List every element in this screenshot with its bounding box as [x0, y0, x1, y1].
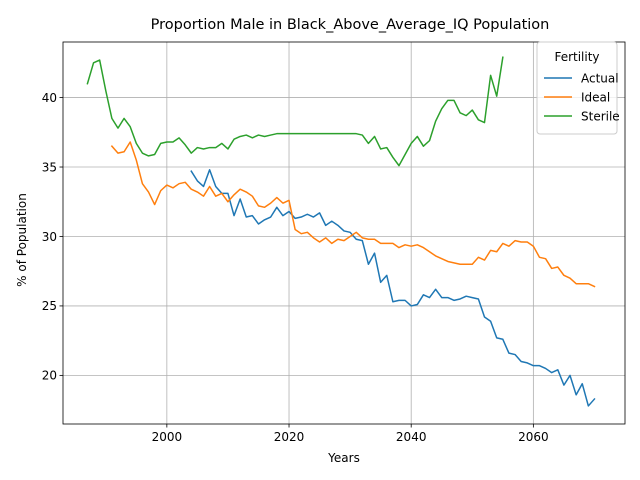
series-line-actual [190, 169, 596, 407]
x-tick-label: 2020 [274, 430, 305, 444]
y-axis-ticks: 20 25 30 35 40 [42, 91, 63, 383]
series-line-sterile [86, 56, 504, 167]
y-tick-label: 20 [42, 369, 57, 383]
y-tick-label: 30 [42, 230, 57, 244]
legend-label-ideal: Ideal [581, 90, 610, 104]
x-axis-ticks: 2000 2020 2040 2060 [152, 424, 549, 444]
legend-title: Fertility [554, 50, 599, 64]
plot-area-frame [62, 41, 626, 425]
x-axis-label: Years [327, 451, 360, 465]
y-tick-label: 40 [42, 91, 57, 105]
series-line-ideal [110, 141, 596, 288]
y-tick-label: 35 [42, 160, 57, 174]
y-axis-label: % of Population [15, 193, 29, 287]
x-tick-label: 2000 [152, 430, 183, 444]
legend-entries: Actual Ideal Sterile [544, 71, 620, 123]
grid-lines [63, 42, 625, 424]
legend: Fertility Actual Ideal Sterile [536, 41, 620, 135]
y-tick-label: 25 [42, 299, 57, 313]
x-tick-label: 2040 [396, 430, 427, 444]
legend-label-actual: Actual [581, 71, 619, 85]
legend-frame [536, 41, 618, 135]
x-tick-label: 2060 [518, 430, 549, 444]
series-lines [86, 56, 596, 407]
chart-title: Proportion Male in Black_Above_Average_I… [151, 17, 550, 33]
legend-label-sterile: Sterile [581, 109, 620, 123]
